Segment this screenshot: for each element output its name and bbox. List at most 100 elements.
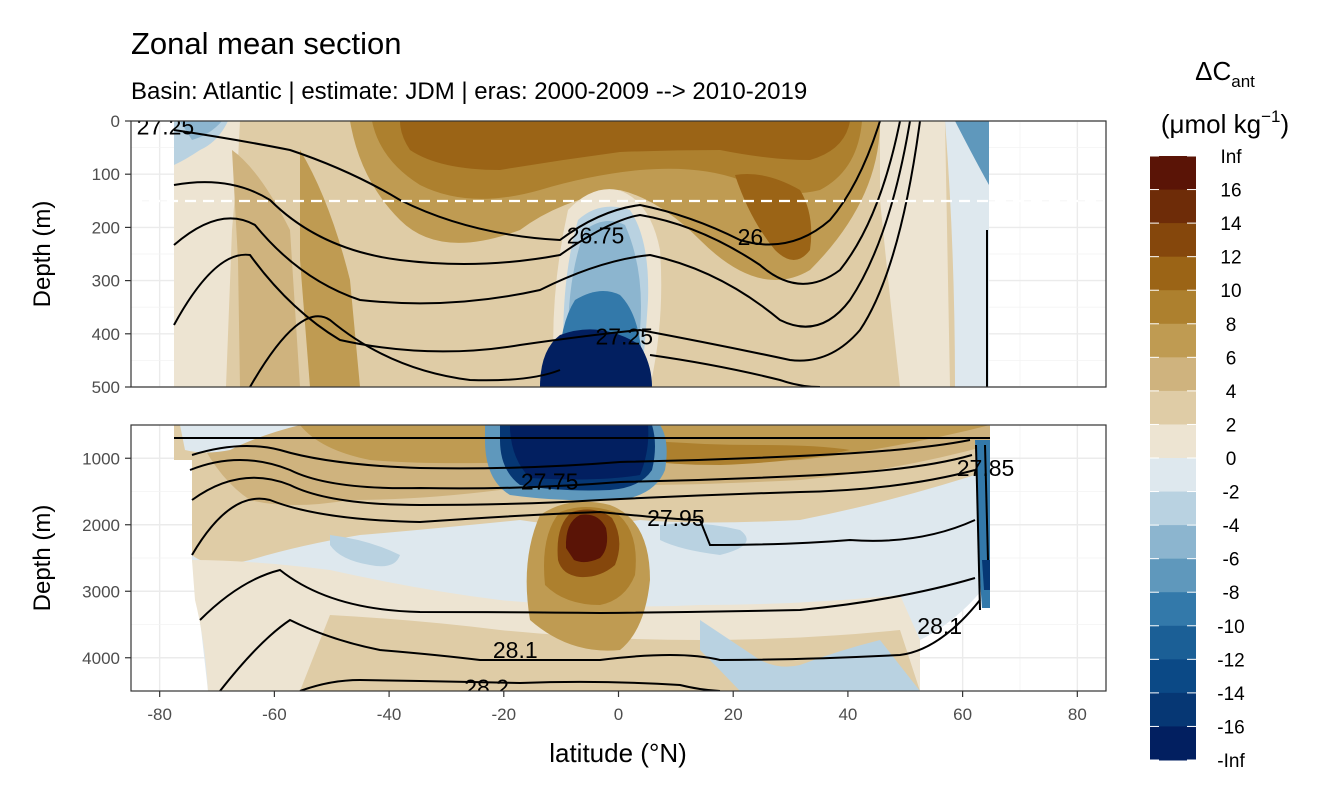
x-tick-label: 20 — [724, 705, 743, 724]
x-tick-label: 80 — [1068, 705, 1087, 724]
y-tick-label: 2000 — [82, 516, 120, 535]
legend-label: 14 — [1220, 214, 1242, 235]
upper-field-north-pale — [880, 121, 950, 387]
upper-field-equator-core — [540, 329, 652, 387]
legend-swatch — [1150, 558, 1196, 593]
x-axis-title: latitude (°N) — [549, 738, 687, 768]
legend-label: Inf — [1220, 147, 1242, 168]
lower-contour-labels: 27.75 27.95 28.1 28.2 28.1 27.85 — [464, 455, 1015, 701]
upper-field-south-mid — [300, 150, 360, 387]
legend-swatch — [1150, 659, 1196, 694]
upper-panel: 27.25 26.75 26 27.25 — [130, 113, 1107, 388]
y-tick-label: 200 — [92, 218, 120, 237]
legend-label: -4 — [1223, 516, 1240, 537]
legend-unit-close: ) — [1280, 109, 1289, 139]
x-tick-label: 60 — [953, 705, 972, 724]
lower-field-mid-blue — [330, 535, 400, 567]
chart-subtitle: Basin: Atlantic | estimate: JDM | eras: … — [131, 78, 807, 105]
y-tick-label: 100 — [92, 165, 120, 184]
upper-field-south-blue-dark — [180, 121, 222, 140]
legend-labels: Inf 16 14 12 10 8 6 4 2 0 -2 -4 -6 -8 -10 -12 -14 -16 -Inf — [1217, 147, 1245, 772]
legend-swatch — [1150, 156, 1196, 191]
x-tick-label: -20 — [492, 705, 517, 724]
contour-label: 27.75 — [521, 469, 579, 495]
legend-unit-main: (μmol kg — [1161, 109, 1261, 139]
lower-field-deep-blue — [700, 620, 920, 691]
legend-swatch — [1150, 424, 1196, 459]
legend-label: 16 — [1220, 181, 1241, 202]
x-tick-label: 40 — [838, 705, 857, 724]
x-tick-label: 0 — [614, 705, 623, 724]
legend-swatch — [1150, 491, 1196, 526]
legend-swatch — [1150, 256, 1196, 291]
y-axis-title-lower: Depth (m) — [29, 505, 56, 612]
legend-label: -14 — [1217, 684, 1245, 705]
upper-field-south-tan — [232, 150, 300, 387]
legend-swatch — [1150, 726, 1196, 761]
lower-panel: 27.75 27.95 28.1 28.2 28.1 27.85 — [130, 424, 1107, 701]
lower-field-mid-blue-2 — [660, 523, 747, 555]
y-tick-label: 1000 — [82, 449, 120, 468]
upper-panel-border — [130, 120, 1107, 388]
chart-title: Zonal mean section — [131, 26, 402, 61]
contour-label: 27.25 — [595, 323, 653, 349]
x-tick-label: -80 — [147, 705, 172, 724]
contour-label: 27.95 — [647, 505, 705, 531]
legend-label: -12 — [1217, 650, 1244, 671]
y-tick-label: 4000 — [82, 649, 120, 668]
legend-swatch — [1150, 525, 1196, 560]
legend-unit-sup: −1 — [1261, 107, 1280, 126]
legend-label: -8 — [1223, 583, 1240, 604]
legend-swatch — [1150, 592, 1196, 627]
contour-label: 28.1 — [917, 613, 962, 639]
legend-swatch — [1150, 189, 1196, 224]
legend-label: 0 — [1226, 449, 1237, 470]
upper-field-north-edge — [955, 121, 989, 185]
legend-label: 8 — [1226, 315, 1237, 336]
legend-title: ΔCant — [1195, 56, 1255, 91]
legend-swatch — [1150, 323, 1196, 358]
lower-field-north-edge-dark — [982, 560, 990, 590]
legend-swatch — [1150, 290, 1196, 325]
contour-label: 28.1 — [493, 637, 538, 663]
legend-title-sub: ant — [1231, 72, 1255, 91]
y-tick-label: 500 — [92, 378, 120, 397]
legend-label: -6 — [1223, 550, 1240, 571]
legend-label: 6 — [1226, 348, 1237, 369]
legend-swatch — [1150, 223, 1196, 258]
legend-colorbar — [1150, 155, 1196, 761]
legend-label: -2 — [1223, 483, 1240, 504]
upper-panel-fields — [173, 121, 989, 387]
upper-field-central-core — [400, 121, 850, 170]
legend-label: 12 — [1220, 248, 1241, 269]
upper-field-north-high — [735, 174, 812, 260]
contour-label: 27.85 — [957, 455, 1015, 481]
upper-contour-labels: 27.25 26.75 26 27.25 — [137, 113, 764, 349]
legend-swatch — [1150, 692, 1196, 727]
legend-swatch — [1150, 390, 1196, 425]
legend-label: -10 — [1217, 617, 1244, 638]
legend-label: -Inf — [1217, 751, 1245, 772]
legend-swatch — [1150, 458, 1196, 493]
lower-field-upper-core — [640, 440, 850, 465]
y-axis-title-upper: Depth (m) — [29, 201, 56, 308]
lower-y-axis: 1000 2000 3000 4000 — [82, 449, 131, 668]
legend-swatch — [1150, 625, 1196, 660]
contour-label: 27.25 — [137, 113, 195, 139]
contour-label: 28.2 — [464, 675, 509, 701]
lower-panel-fields — [174, 425, 990, 691]
lower-contours — [174, 437, 990, 691]
x-tick-label: -60 — [262, 705, 287, 724]
upper-field-south-pale — [174, 121, 240, 387]
legend-label: 4 — [1226, 382, 1237, 403]
legend-label: 10 — [1220, 281, 1241, 302]
y-tick-label: 300 — [92, 272, 120, 291]
legend-label: 2 — [1226, 415, 1237, 436]
legend-label: -16 — [1217, 717, 1244, 738]
x-tick-label: -40 — [377, 705, 402, 724]
x-axis: -80 -60 -40 -20 0 20 40 60 80 — [147, 691, 1087, 724]
y-tick-label: 400 — [92, 325, 120, 344]
upper-contours — [173, 121, 988, 387]
legend-swatch — [1150, 357, 1196, 392]
